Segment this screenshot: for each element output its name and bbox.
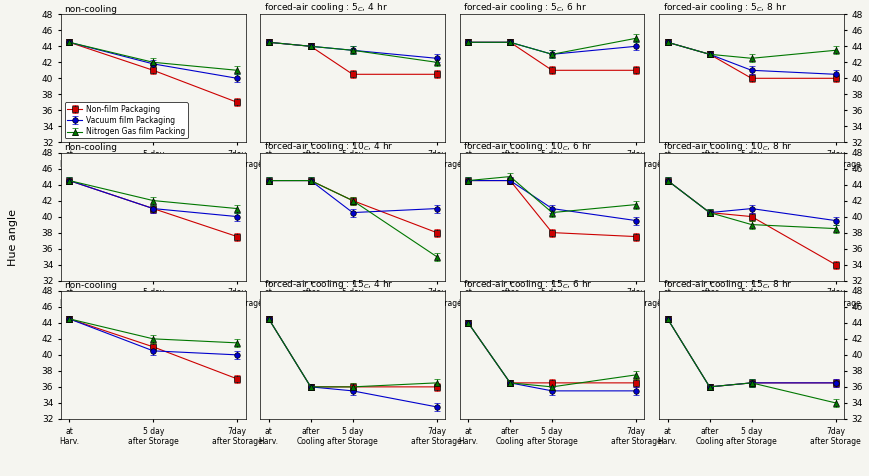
Text: forced-air cooling : 15$_C$, 6 hr: forced-air cooling : 15$_C$, 6 hr	[463, 278, 593, 291]
Text: forced-air cooling : 10$_C$, 4 hr: forced-air cooling : 10$_C$, 4 hr	[263, 139, 393, 153]
Text: non-cooling: non-cooling	[64, 281, 117, 290]
Text: non-cooling: non-cooling	[64, 143, 117, 152]
Text: forced-air cooling : 5$_C$, 6 hr: forced-air cooling : 5$_C$, 6 hr	[463, 1, 587, 14]
Text: forced-air cooling : 15$_C$, 4 hr: forced-air cooling : 15$_C$, 4 hr	[263, 278, 393, 291]
Text: non-cooling: non-cooling	[64, 4, 117, 13]
Text: forced-air cooling : 15$_C$, 8 hr: forced-air cooling : 15$_C$, 8 hr	[662, 278, 792, 291]
Text: forced-air cooling : 10$_C$, 8 hr: forced-air cooling : 10$_C$, 8 hr	[662, 139, 792, 153]
Text: forced-air cooling : 5$_C$, 4 hr: forced-air cooling : 5$_C$, 4 hr	[263, 1, 388, 14]
Text: forced-air cooling : 5$_C$, 8 hr: forced-air cooling : 5$_C$, 8 hr	[662, 1, 786, 14]
Legend: Non-film Packaging, Vacuum film Packaging, Nitrogen Gas film Packing: Non-film Packaging, Vacuum film Packagin…	[64, 102, 188, 139]
Text: Hue angle: Hue angle	[8, 209, 18, 267]
Text: forced-air cooling : 10$_C$, 6 hr: forced-air cooling : 10$_C$, 6 hr	[463, 139, 593, 153]
